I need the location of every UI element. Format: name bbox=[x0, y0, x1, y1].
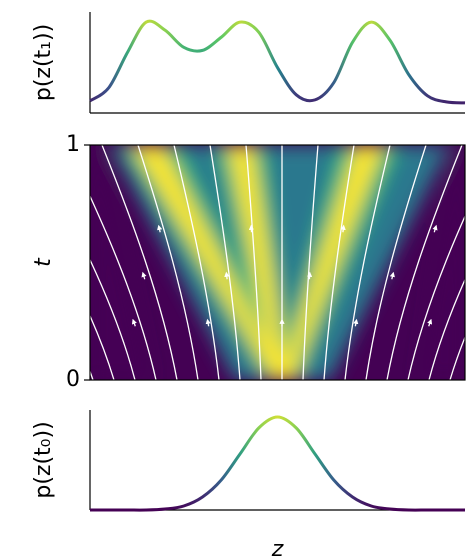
stream-arrow bbox=[59, 321, 62, 326]
streamline bbox=[101, 145, 178, 380]
streamline bbox=[90, 314, 115, 380]
stream-arrow bbox=[224, 271, 230, 280]
stream-arrow bbox=[131, 318, 137, 327]
y-tick-label: 1 bbox=[66, 132, 80, 157]
y-axis-label: t bbox=[31, 257, 56, 267]
streamline bbox=[386, 145, 463, 380]
stream-arrow bbox=[157, 224, 163, 233]
streamline bbox=[344, 145, 391, 380]
streamline bbox=[173, 145, 220, 380]
streamline bbox=[428, 278, 465, 380]
stream-arrow bbox=[389, 271, 395, 280]
streamline bbox=[245, 145, 262, 380]
streamline bbox=[323, 145, 355, 380]
density-curve bbox=[89, 19, 466, 105]
y-axis-label: p(z(t₁)) bbox=[31, 24, 56, 101]
stream-arrow bbox=[141, 271, 147, 280]
stream-arrow bbox=[353, 318, 359, 327]
streamline bbox=[365, 145, 427, 380]
streamline bbox=[449, 335, 465, 380]
y-tick-label: 0 bbox=[66, 367, 80, 392]
streamline bbox=[90, 194, 157, 380]
stream-arrow bbox=[432, 224, 438, 233]
streamline bbox=[302, 145, 319, 380]
streamline bbox=[137, 145, 199, 380]
x-axis-label: z bbox=[271, 537, 284, 558]
frame bbox=[89, 144, 466, 381]
streamline bbox=[209, 145, 241, 380]
stream-arrow bbox=[67, 227, 69, 232]
stream-arrow bbox=[205, 318, 211, 327]
stream-arrow bbox=[60, 274, 62, 279]
density-field bbox=[59, 145, 465, 380]
streamline bbox=[407, 214, 465, 380]
stream-arrow bbox=[427, 318, 433, 327]
density-curve bbox=[90, 415, 465, 512]
y-axis-label: p(z(t₀)) bbox=[31, 421, 56, 498]
stream-arrow bbox=[340, 224, 346, 233]
